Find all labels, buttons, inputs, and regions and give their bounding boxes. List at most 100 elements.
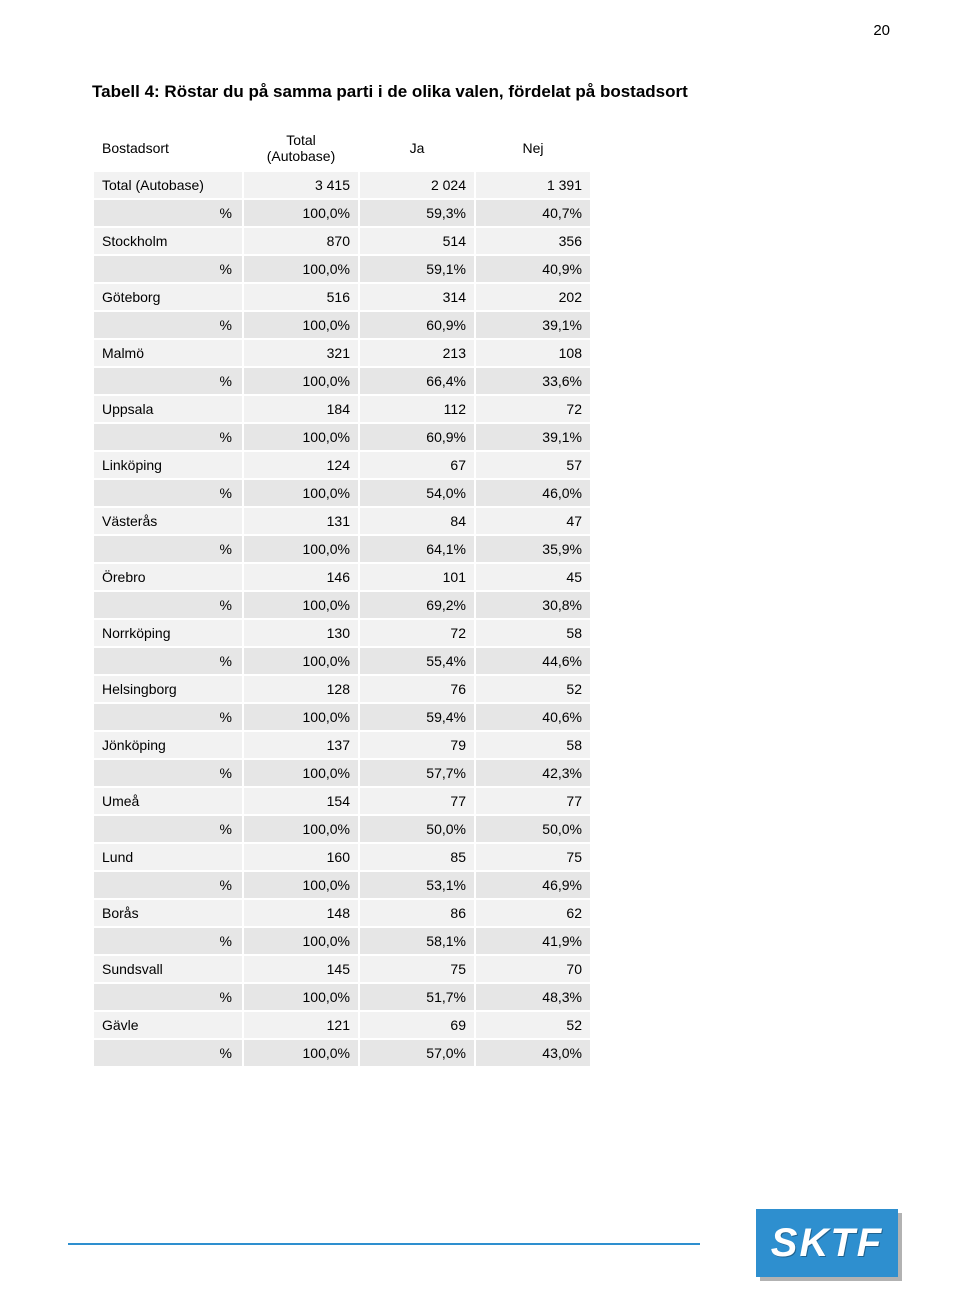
table-pct-row: %100,0%64,1%35,9% [94,536,590,562]
data-cell: 79 [360,732,474,758]
pct-cell: 59,1% [360,256,474,282]
table-pct-row: %100,0%58,1%41,9% [94,928,590,954]
data-cell: 84 [360,508,474,534]
data-cell: 1 391 [476,172,590,198]
pct-cell: 100,0% [244,536,358,562]
pct-row-label: % [94,704,242,730]
data-cell: 70 [476,956,590,982]
table-pct-row: %100,0%54,0%46,0% [94,480,590,506]
pct-cell: 60,9% [360,424,474,450]
table-pct-row: %100,0%55,4%44,6% [94,648,590,674]
pct-cell: 100,0% [244,480,358,506]
row-label: Jönköping [94,732,242,758]
row-label: Linköping [94,452,242,478]
table-row: Stockholm870514356 [94,228,590,254]
table-row: Västerås1318447 [94,508,590,534]
row-label: Uppsala [94,396,242,422]
pct-cell: 40,7% [476,200,590,226]
pct-cell: 100,0% [244,200,358,226]
table-row: Jönköping1377958 [94,732,590,758]
pct-cell: 100,0% [244,368,358,394]
data-cell: 75 [360,956,474,982]
data-cell: 101 [360,564,474,590]
table-row: Linköping1246757 [94,452,590,478]
data-cell: 72 [360,620,474,646]
table-row: Borås1488662 [94,900,590,926]
table-pct-row: %100,0%66,4%33,6% [94,368,590,394]
data-cell: 514 [360,228,474,254]
data-cell: 148 [244,900,358,926]
sktf-logo: SKTF [756,1209,898,1277]
data-cell: 69 [360,1012,474,1038]
pct-cell: 53,1% [360,872,474,898]
data-cell: 146 [244,564,358,590]
data-cell: 52 [476,676,590,702]
table-row: Helsingborg1287652 [94,676,590,702]
data-cell: 131 [244,508,358,534]
pct-row-label: % [94,368,242,394]
table-row: Göteborg516314202 [94,284,590,310]
table-row: Örebro14610145 [94,564,590,590]
table-pct-row: %100,0%51,7%48,3% [94,984,590,1010]
pct-cell: 30,8% [476,592,590,618]
row-label: Sundsvall [94,956,242,982]
pct-cell: 100,0% [244,1040,358,1066]
table-row: Gävle1216952 [94,1012,590,1038]
pct-cell: 50,0% [476,816,590,842]
page-content: Tabell 4: Röstar du på samma parti i de … [0,0,960,1068]
data-cell: 45 [476,564,590,590]
row-label: Total (Autobase) [94,172,242,198]
data-cell: 128 [244,676,358,702]
data-cell: 108 [476,340,590,366]
table-pct-row: %100,0%69,2%30,8% [94,592,590,618]
col-header-bostadsort: Bostadsort [94,126,242,170]
data-cell: 77 [476,788,590,814]
row-label: Örebro [94,564,242,590]
pct-cell: 46,9% [476,872,590,898]
pct-cell: 100,0% [244,592,358,618]
data-cell: 202 [476,284,590,310]
table-title: Tabell 4: Röstar du på samma parti i de … [92,82,890,102]
data-cell: 356 [476,228,590,254]
pct-cell: 100,0% [244,816,358,842]
pct-row-label: % [94,760,242,786]
data-cell: 130 [244,620,358,646]
pct-row-label: % [94,1040,242,1066]
row-label: Helsingborg [94,676,242,702]
row-label: Norrköping [94,620,242,646]
table-row: Lund1608575 [94,844,590,870]
data-cell: 112 [360,396,474,422]
table-pct-row: %100,0%50,0%50,0% [94,816,590,842]
table-wrap: Bostadsort Total (Autobase) Ja Nej Total… [92,124,582,1068]
data-cell: 870 [244,228,358,254]
data-cell: 85 [360,844,474,870]
table-pct-row: %100,0%57,7%42,3% [94,760,590,786]
table-pct-row: %100,0%60,9%39,1% [94,312,590,338]
pct-cell: 55,4% [360,648,474,674]
data-table: Bostadsort Total (Autobase) Ja Nej Total… [92,124,592,1068]
pct-cell: 100,0% [244,984,358,1010]
row-label: Gävle [94,1012,242,1038]
pct-row-label: % [94,816,242,842]
row-label: Västerås [94,508,242,534]
pct-cell: 100,0% [244,648,358,674]
data-cell: 314 [360,284,474,310]
sktf-logo-text: SKTF [771,1221,883,1266]
table-pct-row: %100,0%57,0%43,0% [94,1040,590,1066]
table-header-row: Bostadsort Total (Autobase) Ja Nej [94,126,590,170]
row-label: Göteborg [94,284,242,310]
row-label: Lund [94,844,242,870]
pct-cell: 39,1% [476,312,590,338]
pct-cell: 46,0% [476,480,590,506]
pct-cell: 57,7% [360,760,474,786]
pct-cell: 50,0% [360,816,474,842]
table-row: Norrköping1307258 [94,620,590,646]
pct-cell: 59,3% [360,200,474,226]
pct-cell: 69,2% [360,592,474,618]
pct-cell: 100,0% [244,872,358,898]
footer-rule [68,1243,700,1245]
row-label: Malmö [94,340,242,366]
data-cell: 86 [360,900,474,926]
pct-cell: 44,6% [476,648,590,674]
data-cell: 57 [476,452,590,478]
